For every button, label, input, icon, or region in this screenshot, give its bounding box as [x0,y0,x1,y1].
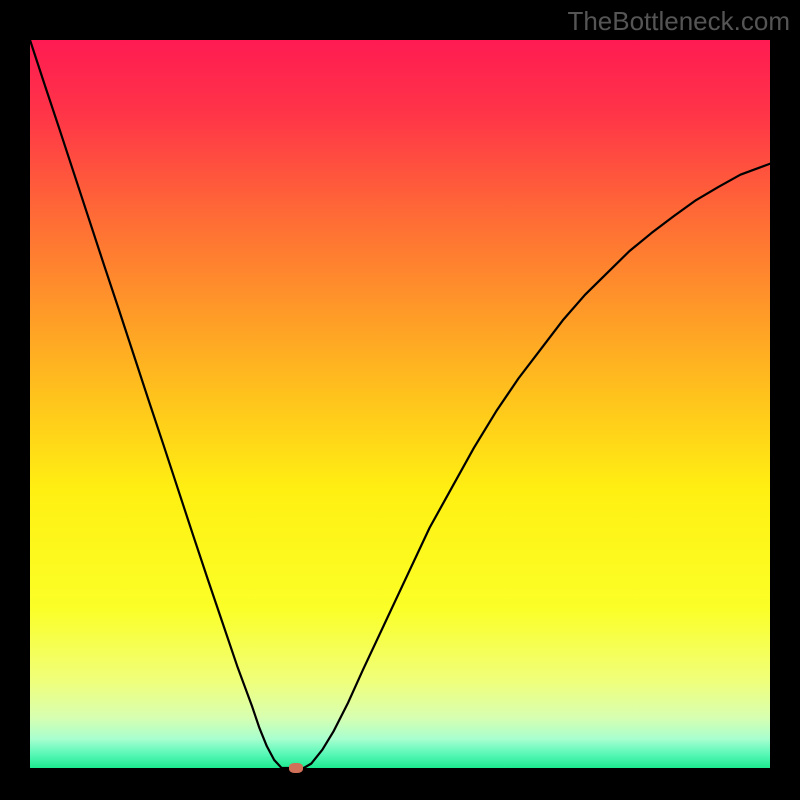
plot-area [30,40,770,768]
bottleneck-curve [30,40,770,768]
curve-polyline [30,40,770,768]
watermark-text: TheBottleneck.com [567,6,790,37]
chart-container: TheBottleneck.com [0,0,800,800]
optimum-marker [289,763,303,773]
